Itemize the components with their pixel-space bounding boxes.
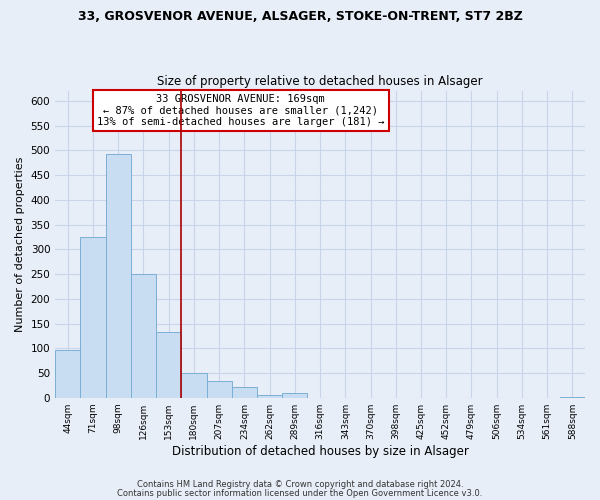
Bar: [206, 381, 232, 398]
Bar: [560, 396, 585, 398]
Bar: [232, 387, 257, 398]
Y-axis label: Number of detached properties: Number of detached properties: [15, 156, 25, 332]
Bar: [55, 350, 80, 398]
Bar: [106, 154, 131, 398]
Bar: [80, 237, 106, 398]
Text: Contains public sector information licensed under the Open Government Licence v3: Contains public sector information licen…: [118, 488, 482, 498]
Text: 33, GROSVENOR AVENUE, ALSAGER, STOKE-ON-TRENT, ST7 2BZ: 33, GROSVENOR AVENUE, ALSAGER, STOKE-ON-…: [77, 10, 523, 23]
Bar: [181, 373, 206, 398]
Bar: [156, 332, 181, 398]
Text: Contains HM Land Registry data © Crown copyright and database right 2024.: Contains HM Land Registry data © Crown c…: [137, 480, 463, 489]
Text: 33 GROSVENOR AVENUE: 169sqm
← 87% of detached houses are smaller (1,242)
13% of : 33 GROSVENOR AVENUE: 169sqm ← 87% of det…: [97, 94, 385, 128]
Bar: [282, 393, 307, 398]
Bar: [131, 274, 156, 398]
Title: Size of property relative to detached houses in Alsager: Size of property relative to detached ho…: [157, 76, 483, 88]
Bar: [257, 395, 282, 398]
X-axis label: Distribution of detached houses by size in Alsager: Distribution of detached houses by size …: [172, 444, 469, 458]
